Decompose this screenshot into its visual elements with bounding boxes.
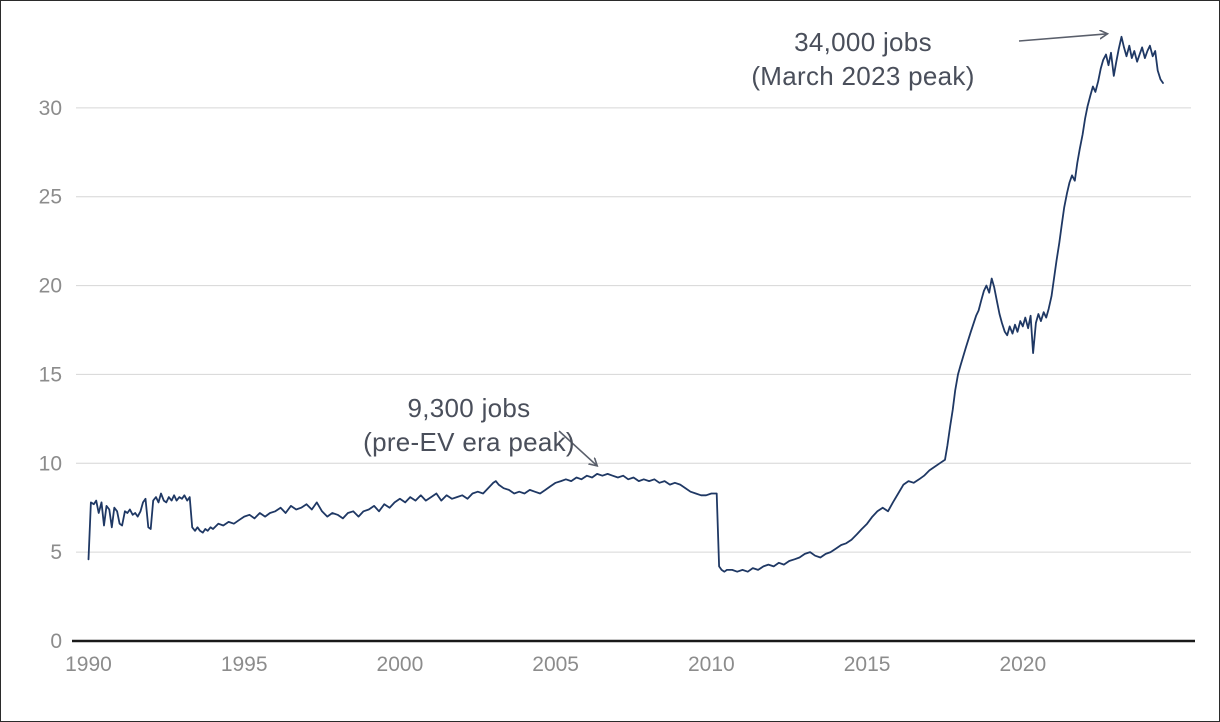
annotation-9300-line1: 9,300 jobs <box>407 393 531 423</box>
annotation-34000-line1: 34,000 jobs <box>794 27 932 57</box>
annotation-arrows <box>558 34 1108 466</box>
x-tick-label-1990: 1990 <box>65 653 112 676</box>
arrow-to-2023-peak <box>1018 34 1108 42</box>
axis-tick-labels: 0 5 10 15 20 25 30 1990 1995 2000 2005 2010 2015 2020 <box>39 97 1047 676</box>
x-tick-label-2015: 2015 <box>844 653 891 676</box>
x-tick-label-2010: 2010 <box>688 653 735 676</box>
annotation-9300-line2: (pre-EV era peak) <box>363 427 575 457</box>
y-tick-label-25: 25 <box>39 186 62 209</box>
x-tick-label-2020: 2020 <box>999 653 1046 676</box>
x-tick-label-2005: 2005 <box>532 653 579 676</box>
y-tick-label-5: 5 <box>50 541 62 564</box>
y-tick-label-10: 10 <box>39 452 62 475</box>
y-tick-label-0: 0 <box>50 630 62 653</box>
jobs-line <box>87 35 1164 573</box>
x-tick-label-1995: 1995 <box>221 653 268 676</box>
x-tick-label-2000: 2000 <box>377 653 424 676</box>
y-tick-label-30: 30 <box>39 97 62 120</box>
annotation-34000-jobs: 34,000 jobs (March 2023 peak) <box>713 25 1013 93</box>
annotation-34000-line2: (March 2023 peak) <box>751 61 975 91</box>
y-tick-label-15: 15 <box>39 363 62 386</box>
arrow-to-pre-ev-peak <box>558 430 597 466</box>
jobs-line-series <box>87 35 1164 573</box>
gridlines <box>76 107 1191 553</box>
y-tick-label-20: 20 <box>39 275 62 298</box>
annotation-9300-jobs: 9,300 jobs (pre-EV era peak) <box>319 391 619 459</box>
